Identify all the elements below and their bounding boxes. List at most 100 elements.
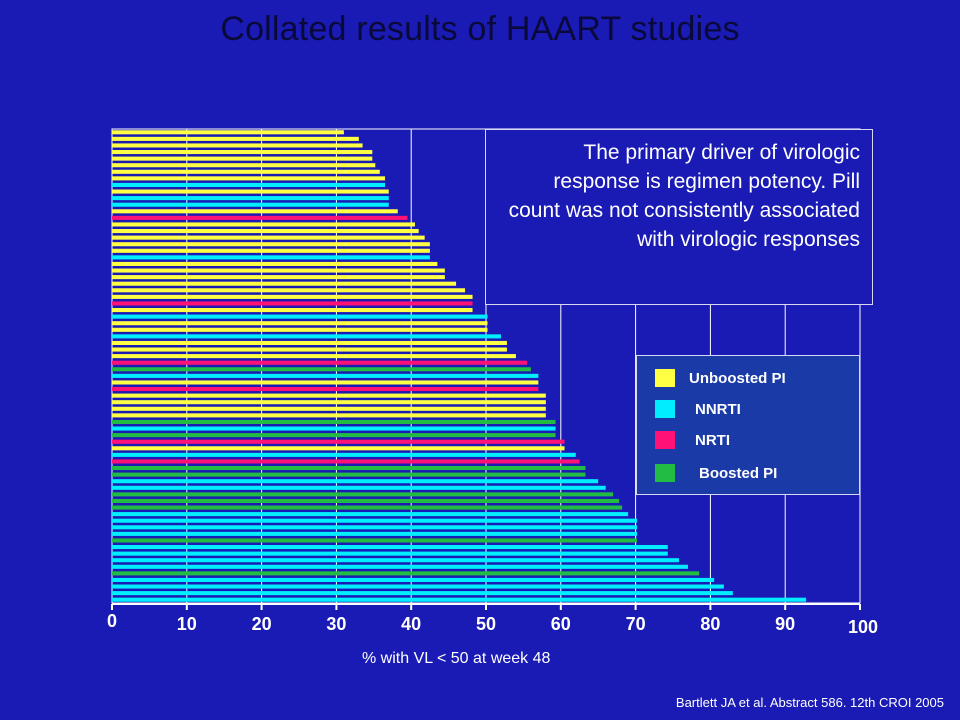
bar [112,163,376,168]
bar [112,209,398,214]
bar [112,288,466,293]
legend-swatch-nnrti [655,400,675,418]
callout-box: The primary driver of virologic response… [485,129,873,305]
legend-swatch-unboosted-pi [655,369,675,387]
slide-title: Collated results of HAART studies [220,10,740,48]
bar [112,591,733,596]
x-axis-label: % with VL < 50 at week 48 [362,650,551,667]
legend-label-unboosted-pi: Unboosted PI [689,369,786,387]
bar [112,327,488,332]
bar [112,229,419,234]
x-tick-label: 50 [476,614,496,634]
legend: Unboosted PI NNRTI NRTI Boosted PI [636,355,860,495]
bar [112,314,488,319]
bar [112,479,599,484]
bar [112,512,629,517]
bar [112,308,473,313]
callout-text: The primary driver of virologic response… [508,141,860,251]
bar [112,492,614,497]
x-tick-label: 60 [551,614,571,634]
legend-item-boosted-pi: Boosted PI [655,463,777,483]
bar [112,466,586,471]
bar [112,275,445,280]
bar [112,518,638,523]
bar [112,577,715,582]
bar [112,380,539,385]
x-tick-label: 20 [252,614,272,634]
legend-label-nrti: NRTI [695,431,730,449]
bar [112,268,445,273]
bar [112,558,679,563]
bar [112,406,546,411]
bar [112,143,363,148]
legend-swatch-boosted-pi [655,464,675,482]
bar [112,360,528,365]
bar [112,202,389,207]
legend-label-boosted-pi: Boosted PI [699,464,778,482]
bar [112,433,556,438]
bar [112,354,516,359]
bar [112,472,586,477]
bar [112,255,430,260]
bar [112,545,668,550]
bar [112,498,620,503]
bar [112,419,556,424]
bar [112,340,507,345]
bar [112,347,507,352]
bar [112,294,473,299]
bar [112,182,386,187]
bar [112,235,425,240]
bar [112,150,373,155]
x-tick-label: 70 [626,614,646,634]
x-axis: 0 10 20 30 40 50 60 70 80 90 100 [107,603,878,637]
bar [112,459,580,464]
bar [112,136,359,141]
bar [112,564,688,569]
bar [112,215,408,220]
bar [112,584,724,589]
bar [112,571,700,576]
legend-swatch-nrti [655,431,675,449]
bar [112,525,638,530]
bar [112,130,344,135]
bar [112,393,546,398]
bar [112,189,389,194]
bar [112,413,546,418]
bar [112,446,565,451]
bar [112,156,373,161]
bar [112,551,668,556]
x-tick-label: 10 [177,614,197,634]
x-tick-label: 0 [107,611,117,631]
legend-item-nrti: NRTI [655,430,730,450]
bar [112,222,415,227]
bar [112,387,539,392]
x-tick-label: 100 [848,617,878,637]
x-tick-label: 80 [700,614,720,634]
bar [112,597,807,602]
bar [112,261,438,266]
bar [112,538,638,543]
bar [112,281,457,286]
citation: Bartlett JA et al. Abstract 586. 12th CR… [675,695,944,710]
bar [112,196,389,201]
bar [112,248,430,253]
bars [112,130,807,602]
bar [112,426,556,431]
bar [112,367,531,372]
bar [112,242,430,247]
bar [112,169,380,174]
legend-item-nnrti: NNRTI [655,399,741,419]
legend-label-nnrti: NNRTI [695,400,741,418]
bar [112,400,546,405]
bar [112,452,576,457]
bar [112,485,606,490]
x-tick-label: 30 [326,614,346,634]
legend-item-unboosted-pi: Unboosted PI [655,368,786,388]
x-tick-label: 40 [401,614,421,634]
bar [112,373,539,378]
bar [112,176,386,181]
x-tick-label: 90 [775,614,795,634]
bar [112,505,623,510]
bar [112,301,473,306]
bar [112,334,501,339]
